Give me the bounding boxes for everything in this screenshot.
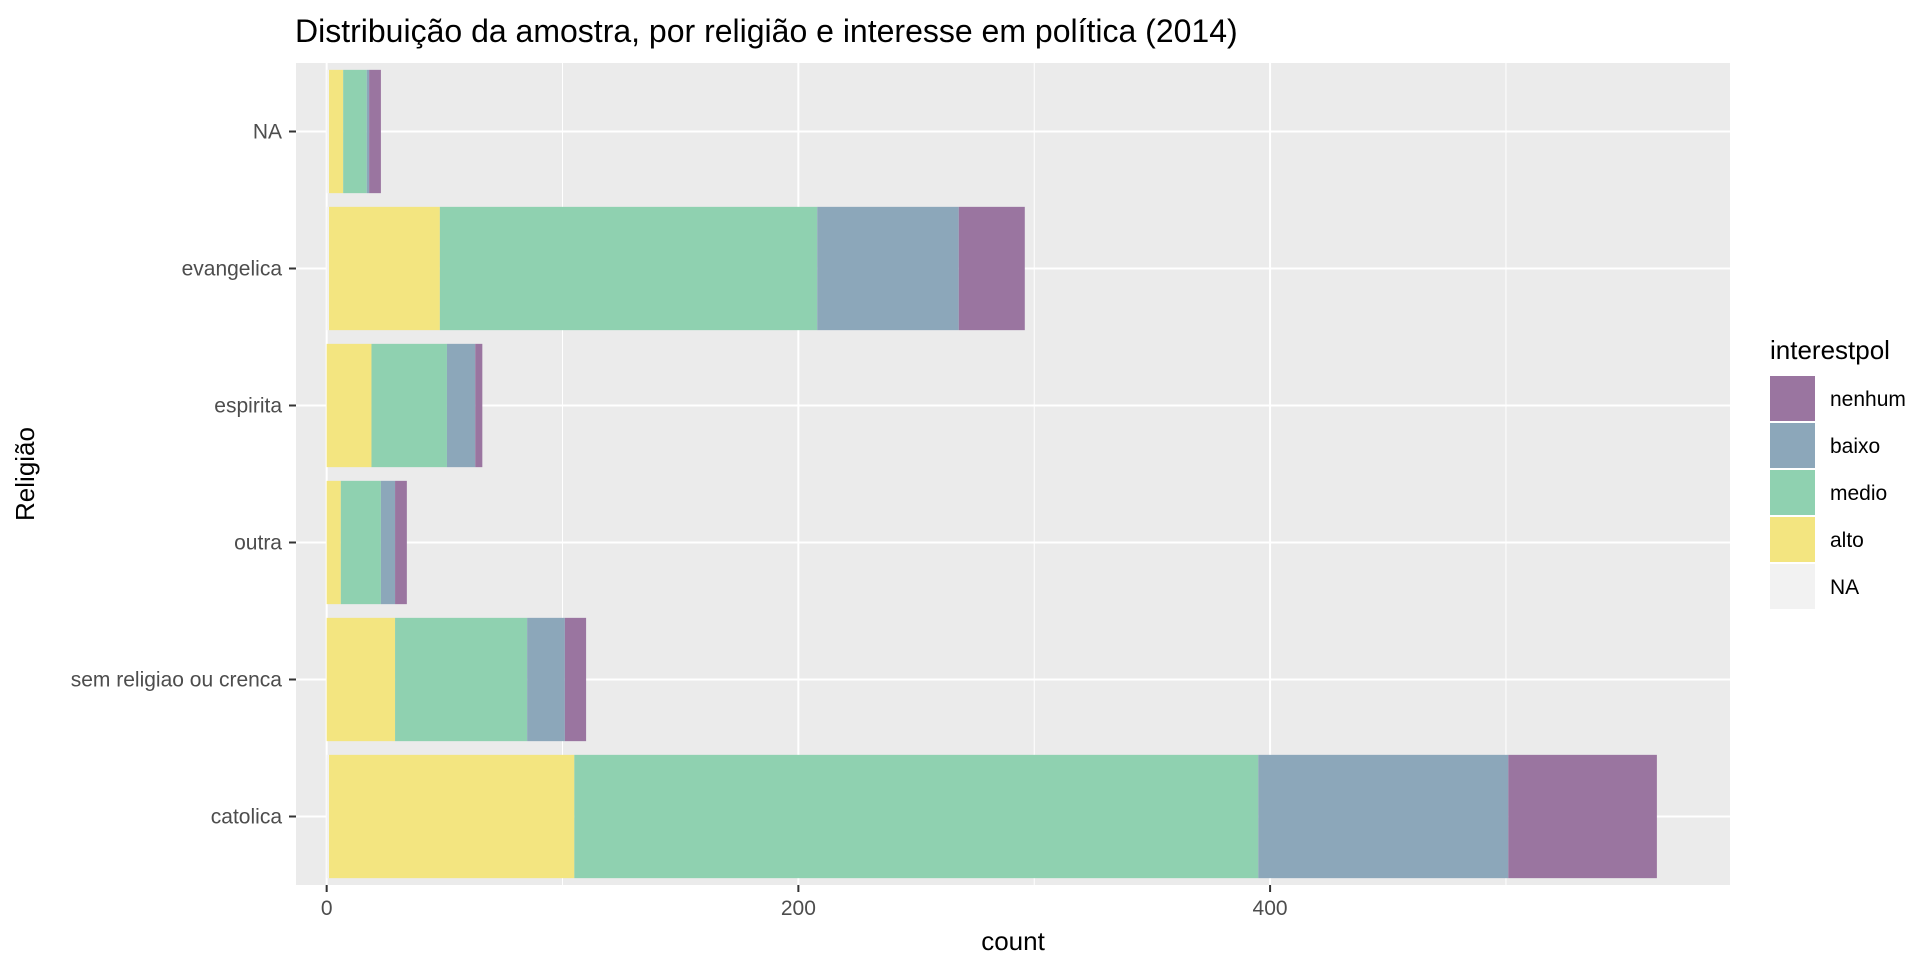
y-tick-label: evangelica bbox=[182, 258, 283, 281]
bar-espirita-medio bbox=[371, 343, 447, 468]
legend-label: NA bbox=[1830, 576, 1859, 599]
legend-key-nenhum bbox=[1770, 376, 1815, 421]
legend-label: nenhum bbox=[1830, 388, 1906, 411]
y-tick-label: NA bbox=[253, 121, 282, 144]
x-axis-title: count bbox=[981, 926, 1045, 956]
bar-catolica-medio bbox=[574, 754, 1259, 879]
x-tick-label: 200 bbox=[781, 897, 816, 920]
y-tick-label: outra bbox=[234, 532, 282, 555]
bar-espirita-alto bbox=[326, 343, 372, 468]
bar-na-medio bbox=[343, 69, 367, 194]
legend-key-na bbox=[1770, 564, 1815, 609]
bar-catolica-alto bbox=[329, 754, 575, 879]
legend-key-baixo bbox=[1770, 423, 1815, 468]
y-axis: catolica sem religiao ou crenca outra espir… bbox=[71, 121, 296, 829]
bar-espirita-baixo bbox=[446, 343, 476, 468]
y-axis-title: Religião bbox=[10, 427, 40, 521]
legend-label: baixo bbox=[1830, 435, 1880, 458]
legend-label: alto bbox=[1830, 529, 1864, 552]
bar-catolica-na bbox=[326, 754, 330, 879]
bar-evangelica-na bbox=[326, 206, 330, 331]
bar-na-baixo bbox=[366, 69, 370, 194]
bar-sem-religiao-ou-crenca-medio bbox=[395, 617, 528, 742]
bar-catolica-baixo bbox=[1258, 754, 1509, 879]
legend-key-medio bbox=[1770, 470, 1815, 515]
bar-catolica-nenhum bbox=[1508, 754, 1657, 879]
x-tick-label: 400 bbox=[1253, 897, 1288, 920]
bar-sem-religiao-ou-crenca-alto bbox=[326, 617, 396, 742]
bar-outra-alto bbox=[326, 480, 341, 605]
bar-sem-religiao-ou-crenca-nenhum bbox=[564, 617, 587, 742]
bar-na-na bbox=[326, 69, 330, 194]
legend-title: interestpol bbox=[1770, 335, 1890, 365]
bar-evangelica-nenhum bbox=[958, 206, 1025, 331]
bars bbox=[326, 69, 1657, 879]
y-tick-label: espirita bbox=[214, 395, 282, 418]
bar-na-alto bbox=[329, 69, 344, 194]
chart-title: Distribuição da amostra, por religião e … bbox=[295, 13, 1238, 49]
x-tick-label: 0 bbox=[321, 897, 333, 920]
y-tick-label: sem religiao ou crenca bbox=[71, 669, 283, 692]
bar-evangelica-baixo bbox=[817, 206, 959, 331]
bar-outra-baixo bbox=[380, 480, 396, 605]
bar-outra-medio bbox=[340, 480, 381, 605]
bar-espirita-nenhum bbox=[475, 343, 483, 468]
x-axis: 0 200 400 bbox=[321, 885, 1288, 920]
bar-outra-nenhum bbox=[395, 480, 407, 605]
bar-na-nenhum bbox=[369, 69, 381, 194]
plot-panel bbox=[296, 63, 1730, 885]
legend-label: medio bbox=[1830, 482, 1887, 505]
legend-key-alto bbox=[1770, 517, 1815, 562]
y-tick-label: catolica bbox=[211, 806, 283, 829]
legend: interestpol nenhum baixo medio alto NA bbox=[1770, 335, 1906, 609]
bar-evangelica-alto bbox=[329, 206, 440, 331]
bar-sem-religiao-ou-crenca-baixo bbox=[527, 617, 565, 742]
bar-evangelica-medio bbox=[439, 206, 818, 331]
